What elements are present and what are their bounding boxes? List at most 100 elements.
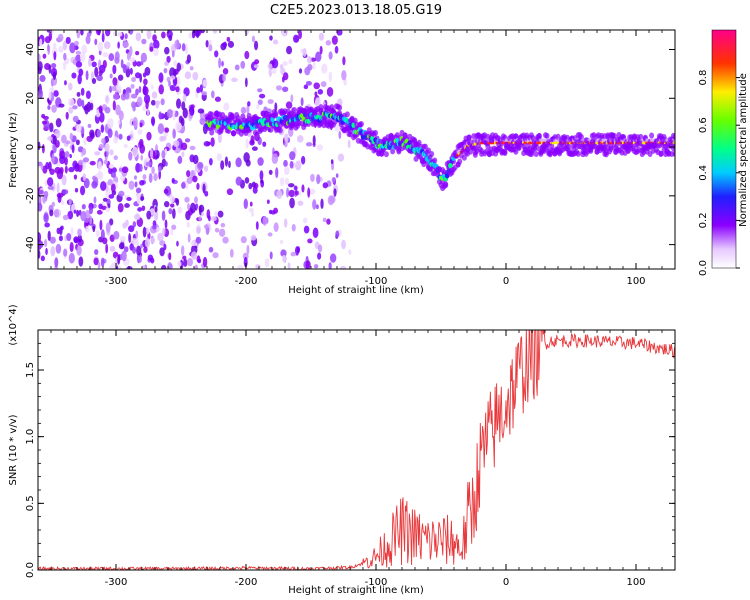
spectrogram-cell bbox=[642, 138, 646, 144]
spectrogram-cell bbox=[82, 173, 87, 182]
spectrogram-cell bbox=[120, 59, 124, 69]
colorbar-tick-label: 0.4 bbox=[698, 165, 709, 181]
spectrogram-cell bbox=[64, 80, 67, 86]
spectrogram-cell bbox=[227, 40, 235, 48]
spectrogram-cell bbox=[553, 141, 557, 145]
y-tick-label: -40 bbox=[25, 236, 36, 252]
spectrogram-cell bbox=[171, 177, 175, 183]
spectrogram-cell bbox=[159, 247, 165, 257]
spectrogram-cell bbox=[262, 141, 267, 147]
spectrogram-cell bbox=[105, 222, 111, 233]
spectrogram-cell bbox=[240, 236, 247, 244]
spectrogram-cell bbox=[168, 80, 171, 87]
x-tick-label: 100 bbox=[626, 276, 645, 287]
spectrogram-cell bbox=[43, 115, 49, 120]
spectrogram-cell bbox=[312, 61, 316, 70]
spectrogram-cell bbox=[48, 31, 53, 41]
spectrogram-cell bbox=[139, 254, 142, 263]
spectrogram-cell bbox=[298, 68, 303, 74]
y-tick-label: 0 bbox=[25, 144, 36, 150]
spectrogram-cell bbox=[190, 104, 195, 109]
spectrogram-cell bbox=[331, 177, 336, 183]
spectrogram-cell bbox=[243, 198, 248, 210]
spectrogram-cell bbox=[69, 242, 74, 253]
snr-frame bbox=[37, 329, 676, 571]
spectrogram-cell bbox=[139, 122, 143, 128]
spectrogram-cell bbox=[554, 141, 558, 145]
x-tick-label: -200 bbox=[235, 577, 258, 588]
spectrogram-cell bbox=[136, 96, 143, 107]
spectrogram-cell bbox=[93, 257, 99, 266]
spectrogram-cell bbox=[100, 124, 105, 133]
spectrogram-cell bbox=[216, 153, 222, 162]
spectrogram-cell bbox=[126, 135, 131, 141]
spectrogram-cell bbox=[307, 55, 312, 64]
spectrogram-cell bbox=[317, 89, 324, 95]
spectrogram-cell bbox=[132, 104, 136, 112]
spectrogram-cell bbox=[128, 180, 135, 190]
spectrogram-cell bbox=[290, 94, 294, 103]
spectrogram-cell bbox=[75, 139, 80, 146]
spectrogram-cell bbox=[284, 177, 290, 186]
spectrogram-cell bbox=[621, 141, 625, 145]
spectrogram-cell bbox=[187, 203, 190, 211]
spectrogram-cell bbox=[85, 225, 90, 233]
spectrogram-cell bbox=[554, 138, 558, 144]
spectrogram-cell bbox=[621, 138, 625, 144]
spectrogram-cell bbox=[117, 74, 124, 81]
spectrogram-cell bbox=[161, 210, 166, 221]
spectrogram-cell bbox=[550, 141, 554, 145]
spectrogram-cell bbox=[575, 150, 581, 157]
x-tick-label: -200 bbox=[235, 276, 258, 287]
spectrogram-cell bbox=[536, 141, 540, 145]
spectrogram-cell bbox=[162, 227, 166, 236]
spectrogram-cell bbox=[158, 84, 164, 95]
spectrogram-cell bbox=[105, 95, 109, 103]
spectrogram-cell bbox=[118, 265, 122, 269]
spectrogram-cell bbox=[240, 60, 246, 69]
spectrogram-cell bbox=[208, 44, 213, 52]
spectrogram-cell bbox=[85, 90, 91, 100]
snr-x-axis-label: Height of straight line (km) bbox=[288, 585, 424, 596]
spectrogram-cell bbox=[104, 143, 110, 152]
spectrogram-cell bbox=[317, 252, 322, 260]
spectrogram-cell bbox=[273, 222, 279, 232]
spectrogram-cell bbox=[321, 63, 328, 74]
spectrogram-cell bbox=[107, 117, 114, 129]
spectrogram-cell bbox=[198, 216, 202, 221]
spectrogram-cell bbox=[334, 45, 339, 54]
spectrogram-cell bbox=[89, 160, 96, 166]
spectrogram-cell bbox=[245, 77, 248, 88]
spectrogram-cell bbox=[176, 98, 182, 109]
spectrogram-cell bbox=[192, 154, 199, 165]
spectrogram-cell bbox=[348, 249, 352, 256]
spectrogram-cell bbox=[223, 102, 230, 111]
spectrogram-cell bbox=[104, 106, 111, 114]
spectrogram-cell bbox=[212, 252, 219, 259]
spectrogram-cell bbox=[257, 157, 264, 166]
spectrogram-cell bbox=[58, 235, 63, 242]
spectrogram-cell bbox=[62, 214, 69, 221]
spectrogram-cell bbox=[566, 143, 572, 150]
spectrogram-cell bbox=[220, 160, 225, 170]
spectrogram-cell bbox=[333, 188, 337, 197]
spectrogram-cell bbox=[53, 42, 57, 48]
spectrogram-cell bbox=[117, 203, 124, 213]
spectrogram-cell bbox=[448, 163, 453, 169]
spectrogram-cell bbox=[55, 117, 62, 128]
spectrogram-cell bbox=[109, 218, 114, 226]
spectrogram-cell bbox=[305, 142, 313, 147]
spectrogram-cell bbox=[255, 264, 261, 269]
spectrogram-cell bbox=[244, 177, 250, 184]
spectrogram-cell bbox=[126, 266, 133, 269]
spectrogram-cell bbox=[144, 237, 150, 248]
spectrogram-cell bbox=[139, 179, 145, 186]
spectrogram-cell bbox=[289, 160, 294, 169]
spectrogram-cell bbox=[528, 141, 532, 145]
spectrogram-cell bbox=[131, 76, 137, 83]
spectrogram-cell bbox=[273, 112, 279, 119]
spectrogram-cell bbox=[107, 203, 111, 209]
spectrogram-cell bbox=[197, 258, 202, 264]
spectrogram-cell bbox=[118, 133, 123, 140]
spectrogram-cell bbox=[313, 264, 319, 269]
